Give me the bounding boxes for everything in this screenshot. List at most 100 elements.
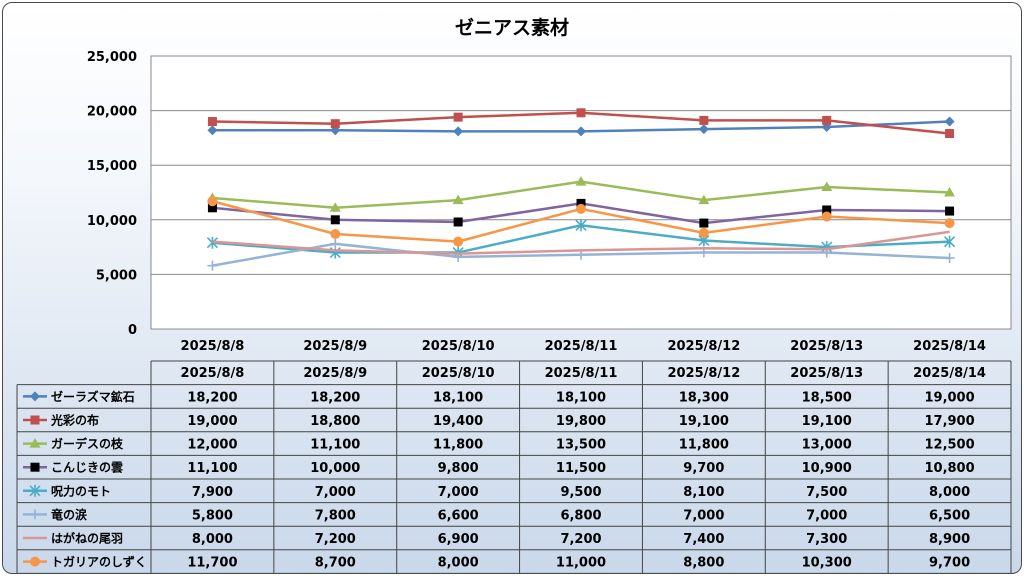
x-tick-label: 2025/8/10 [422, 339, 495, 354]
y-tick-label: 0 [128, 323, 137, 338]
table-cell: 8,100 [683, 485, 724, 500]
table-cell: 11,500 [556, 461, 606, 476]
legend-label: トガリアのしずく [51, 554, 147, 569]
data-point [30, 462, 40, 472]
table-cell: 8,000 [438, 556, 479, 571]
table-row: ゼーラズマ鉱石 18,200 18,200 18,100 18,100 18,300 18,… [23, 389, 975, 405]
y-tick-label: 25,000 [87, 50, 137, 65]
x-tick-label: 2025/8/8 [181, 339, 245, 354]
series-4 [207, 198, 955, 228]
table-cell: 8,000 [929, 485, 970, 500]
data-point [207, 125, 218, 136]
table-cell: 18,300 [679, 390, 729, 405]
table-row: トガリアのしずく 11,700 8,700 8,000 11,000 8,800 10,30… [23, 554, 970, 571]
table-cell: 19,800 [556, 414, 606, 429]
table-cell: 8,000 [192, 532, 233, 547]
data-point [822, 205, 832, 215]
table-cell: 18,100 [556, 390, 606, 405]
data-point [945, 206, 955, 216]
x-tick-label: 2025/8/12 [667, 339, 740, 354]
table-cell: 12,500 [924, 438, 974, 453]
table-cell: 7,000 [438, 485, 479, 500]
table-cell: 11,100 [187, 461, 237, 476]
x-tick-label: 2025/8/11 [545, 339, 618, 354]
chart-title: ゼニアス素材 [455, 16, 569, 39]
table-cell: 11,000 [556, 556, 606, 571]
legend-label: 呪力のモト [51, 483, 111, 498]
data-point [207, 203, 217, 213]
data-point [207, 117, 217, 127]
data-point [944, 253, 955, 264]
table-cell: 13,500 [556, 438, 606, 453]
data-point [453, 112, 463, 122]
series-8 [207, 196, 955, 247]
legend-label: こんじきの雲 [51, 461, 123, 475]
table-header-cell: 2025/8/14 [913, 366, 986, 381]
table-cell: 18,200 [310, 390, 360, 405]
data-point [944, 187, 956, 197]
data-point [575, 219, 587, 232]
data-point [944, 116, 955, 127]
data-point [698, 227, 709, 238]
table-header-cell: 2025/8/10 [422, 366, 495, 381]
legend-label: はがねの尾羽 [51, 531, 123, 546]
table-cell: 19,100 [802, 414, 852, 429]
data-point [452, 194, 464, 205]
data-point [329, 202, 341, 212]
data-point [207, 260, 218, 271]
y-tick-label: 20,000 [87, 105, 137, 120]
table-cell: 7,500 [806, 485, 847, 500]
table-row: はがねの尾羽 8,000 7,200 6,900 7,200 7,400 7,300 8,90… [23, 531, 970, 547]
table-cell: 13,000 [802, 438, 852, 453]
table-cell: 18,500 [802, 390, 852, 405]
table-cell: 6,600 [438, 508, 479, 523]
x-tick-label: 2025/8/9 [303, 339, 367, 354]
table-cell: 10,300 [802, 556, 852, 571]
legend-label: ゼーラズマ鉱石 [51, 389, 135, 404]
series-line [212, 230, 950, 255]
table-cell: 11,700 [187, 556, 237, 571]
table-header-cell: 2025/8/12 [667, 366, 740, 381]
data-point [30, 415, 40, 425]
table-row: 呪力のモト 7,900 7,000 7,000 9,500 8,100 7,500 8,000 [23, 483, 970, 500]
table-cell: 6,900 [438, 532, 479, 547]
table-cell: 6,800 [560, 508, 601, 523]
table-cell: 17,900 [924, 414, 974, 429]
table-cell: 7,800 [315, 508, 356, 523]
table-cell: 7,000 [315, 485, 356, 500]
data-point [576, 203, 586, 214]
legend-label: 竜の涙 [51, 507, 87, 522]
series-2 [207, 108, 955, 139]
data-point [330, 119, 340, 129]
table-row: こんじきの雲 11,100 10,000 9,800 11,500 9,700 10,900… [23, 461, 975, 476]
table-cell: 18,200 [187, 390, 237, 405]
table-row: 光彩の布 19,000 18,800 19,400 19,800 19,100 19,100… [23, 413, 975, 429]
data-point [699, 218, 709, 228]
table-cell: 19,000 [187, 414, 237, 429]
data-point [821, 181, 833, 192]
table-cell: 18,100 [433, 390, 483, 405]
table-cell: 6,500 [929, 508, 970, 523]
table-row: ガーデスの枝 12,000 11,100 11,800 13,500 11,800 13,0… [23, 436, 975, 453]
data-point [945, 129, 955, 139]
table-cell: 7,000 [806, 508, 847, 523]
data-point [330, 228, 341, 239]
table-cell: 7,300 [806, 532, 847, 547]
table-cell: 8,700 [315, 556, 356, 571]
table-header-cell: 2025/8/13 [790, 366, 863, 381]
plot-area [150, 55, 1012, 330]
x-tick-label: 2025/8/13 [790, 339, 863, 354]
y-tick-label: 10,000 [87, 214, 137, 229]
table-cell: 19,100 [679, 414, 729, 429]
table-cell: 19,400 [433, 414, 483, 429]
data-point [453, 126, 464, 137]
table-cell: 9,700 [929, 556, 970, 571]
data-point [822, 115, 832, 125]
table-cell: 9,700 [683, 461, 724, 476]
data-point [576, 126, 586, 137]
y-tick-label: 15,000 [87, 159, 137, 174]
table-header-cell: 2025/8/8 [181, 366, 245, 381]
data-point [821, 211, 832, 222]
table-cell: 7,000 [683, 508, 724, 523]
